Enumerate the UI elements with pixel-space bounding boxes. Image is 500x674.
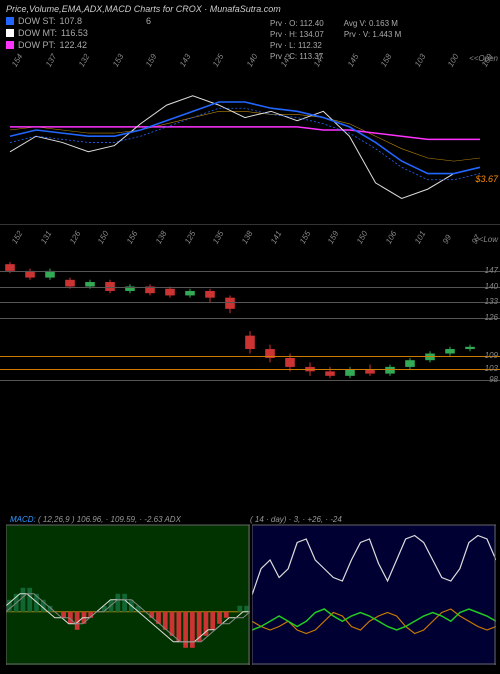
legend-mt-label: DOW MT: xyxy=(18,28,57,38)
blank-panel xyxy=(0,395,500,515)
legend-mt-value: 116.53 xyxy=(61,28,88,38)
separator-1 xyxy=(0,224,500,225)
legend-st-color xyxy=(6,17,14,25)
price-axis-title: <<Open xyxy=(469,54,498,63)
price-panel: 1541371321531591431251401431471451581031… xyxy=(0,54,500,224)
price-lines-svg xyxy=(0,54,500,224)
chart-header: Price,Volume,EMA,ADX,MACD Charts for CRO… xyxy=(0,0,500,54)
legend-pt-label: DOW PT: xyxy=(18,40,56,50)
last-price-label: $3.67 xyxy=(475,174,498,184)
candle-axis-title: <<Low xyxy=(474,235,498,244)
legend-mt-color xyxy=(6,29,14,37)
candle-svg xyxy=(0,235,500,395)
stat-o: Prv · O: 112.40 xyxy=(270,18,324,29)
legend-st-label: DOW ST: xyxy=(18,16,56,26)
candle-panel: 1521311261501561381251351381411551591501… xyxy=(0,235,500,395)
stat-avgv: Avg V: 0.163 M xyxy=(344,18,398,29)
legend-pt-value: 122.42 xyxy=(60,40,88,50)
macd-title: MACD: xyxy=(10,515,36,524)
legend-mt: DOW MT: 116.53 xyxy=(6,28,494,38)
macd-panel xyxy=(6,524,250,674)
stat-h: Prv · H: 134.07 xyxy=(270,29,324,40)
adx-svg xyxy=(252,525,496,665)
bottom-panels xyxy=(0,524,500,674)
stat-prv: Prv · V: 1.443 M xyxy=(344,29,402,40)
adx-panel xyxy=(252,524,496,674)
adx-subtitle: ( 14 · day) · 3, · +26, · -24 xyxy=(250,515,342,524)
legend-pt-color xyxy=(6,41,14,49)
legend-st: DOW ST: 107.8 6 xyxy=(6,16,494,26)
macd-svg xyxy=(6,525,250,665)
stat-l: Prv · L: 112.32 xyxy=(270,40,322,51)
legend-pt: DOW PT: 122.42 xyxy=(6,40,494,50)
legend-st-extra: 6 xyxy=(146,16,151,26)
chart-title: Price,Volume,EMA,ADX,MACD Charts for CRO… xyxy=(6,4,494,14)
legend-st-value: 107.8 xyxy=(60,16,83,26)
macd-header: MACD: ( 12,26,9 ) 106.96, · 109.59, · -2… xyxy=(0,515,500,524)
macd-subtitle: ( 12,26,9 ) 106.96, · 109.59, · -2.63 AD… xyxy=(38,515,181,524)
